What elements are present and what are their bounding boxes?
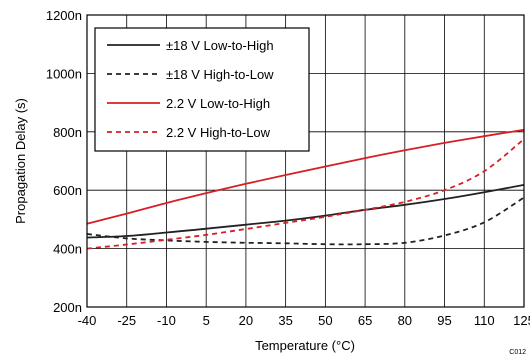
x-tick-label: 35 [278,313,292,328]
y-tick-label: 800n [53,125,82,140]
plot-border [86,14,525,308]
legend-items: ±18 V Low-to-High ±18 V High-to-Low 2.2 V … [107,38,274,140]
x-axis-title: Temperature (°C) [255,338,355,353]
x-tick-labels: -40 -25 -10 5 20 35 50 65 80 95 110 125 [78,313,530,328]
x-tick-label: 50 [318,313,332,328]
series-lines [86,128,525,250]
x-tick-label: 95 [437,313,451,328]
y-tick-label: 1200n [46,8,82,23]
legend: ±18 V Low-to-High ±18 V High-to-Low 2.2 V … [94,27,310,152]
corner-note: C012 [509,349,526,356]
y-tick-label: 600n [53,183,82,198]
y-axis-title: Propagation Delay (s) [13,98,28,224]
y-tick-label: 1000n [46,66,82,81]
x-tick-label: -40 [78,313,97,328]
series-line-3 [86,128,525,225]
x-tick-label: 110 [474,313,495,328]
x-tick-label: 20 [239,313,253,328]
legend-label: 2.2 V Low-to-High [166,96,270,111]
x-tick-label: -10 [157,313,176,328]
y-tick-label: 400n [53,242,82,257]
legend-box [94,27,310,152]
x-tick-label: 125 [513,313,530,328]
x-tick-label: 80 [398,313,412,328]
y-tick-labels: 200n 400n 600n 800n 1000n 1200n [46,8,82,315]
series-line-4 [86,138,525,250]
x-tick-label: -25 [117,313,136,328]
legend-label: 2.2 V High-to-Low [166,125,271,140]
series-line-1 [86,184,525,239]
legend-label: ±18 V High-to-Low [166,67,274,82]
x-tick-label: 65 [358,313,372,328]
y-tick-label: 200n [53,300,82,315]
x-tick-label: 5 [203,313,210,328]
legend-label: ±18 V Low-to-High [166,38,274,53]
